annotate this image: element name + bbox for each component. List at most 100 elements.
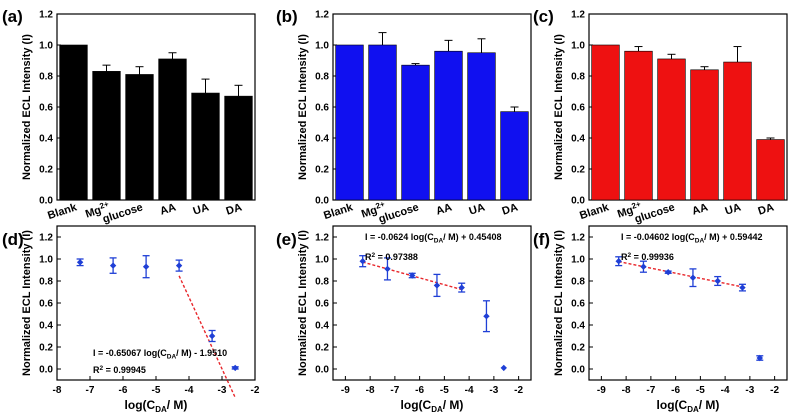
y-tick-label: 1.2 — [39, 10, 53, 21]
x-title-sub: DA — [155, 405, 167, 414]
y-tick-label: 1.0 — [571, 255, 585, 266]
y-axis-title: Normalized ECL Intensity (I) — [21, 34, 33, 180]
y-tick-label: 0.2 — [39, 165, 53, 176]
y-tick-label: 0.2 — [571, 165, 585, 176]
x-title-prefix: log(C — [401, 398, 432, 412]
y-tick-label: 0.2 — [315, 165, 329, 176]
category-main: AA — [435, 201, 454, 217]
data-point — [640, 263, 647, 270]
fit-equation: I = -0.0624 log(CDA/ M) + 0.45408 — [365, 232, 501, 245]
category-main: Mg — [84, 204, 103, 220]
bar-1 — [368, 44, 397, 201]
bar-0 — [59, 44, 88, 201]
y-tick-label: 1.2 — [315, 233, 329, 244]
category-sup: 2+ — [98, 199, 110, 210]
category-main: UA — [724, 201, 743, 217]
bar-5 — [224, 95, 253, 201]
y-tick-label: 0.4 — [315, 134, 329, 145]
panel-b: (b) Normalized ECL Intensity (I) 0.0 0.2 0.4… — [276, 7, 532, 226]
bar-2 — [125, 74, 154, 201]
bar-4 — [191, 92, 220, 201]
r-squared: R2 = 0.97388 — [365, 252, 418, 262]
y-tick-label: 0.0 — [571, 196, 585, 207]
y-axis-title: Normalized ECL Intensity (I) — [553, 34, 565, 180]
x-tick-label: -4 — [465, 385, 474, 396]
y-tick-label: 0.8 — [315, 72, 329, 83]
bar-0 — [335, 44, 364, 201]
bar-0 — [591, 44, 620, 201]
data-point — [175, 262, 183, 269]
y-tick-label: 1.0 — [571, 41, 585, 52]
x-tick-label: -5 — [440, 385, 449, 396]
r2-prefix: R — [621, 252, 628, 262]
x-tick-label: -2 — [251, 385, 260, 396]
data-point — [500, 364, 507, 372]
y-tick-label: 0.6 — [39, 299, 53, 310]
category-main: AA — [159, 201, 178, 217]
data-point — [689, 274, 697, 281]
r2-suffix: = 0.97388 — [375, 252, 418, 262]
equation-sub: DA — [695, 238, 705, 245]
equation-prefix: I = -0.04602 log(C — [621, 232, 695, 242]
y-tick-label: 0.6 — [315, 299, 329, 310]
bar-1 — [92, 71, 121, 201]
panel-e: (e) Normalized ECL Intensity (I) 0.0 0.2 0.4… — [276, 225, 532, 414]
y-tick-label: 0.0 — [39, 196, 53, 207]
x-tick-label: -3 — [489, 385, 498, 396]
bar-5 — [756, 139, 785, 201]
equation-sub: DA — [434, 238, 444, 245]
y-axis-title: Normalized ECL Intensity (I) — [297, 230, 309, 376]
data-point — [384, 265, 391, 273]
data-point — [615, 258, 622, 265]
x-tick-label: -4 — [721, 385, 730, 396]
data-point — [76, 259, 84, 266]
category-label: Mg2+ — [615, 199, 643, 220]
category-label: UA — [724, 201, 743, 217]
y-tick-label: 0.0 — [315, 365, 329, 376]
bar-3 — [434, 50, 463, 201]
category-sup: 2+ — [630, 199, 642, 210]
x-tick-label: -9 — [597, 385, 606, 396]
bar-4 — [467, 52, 496, 201]
panel-label: (e) — [276, 230, 297, 249]
r2-sup: 2 — [100, 365, 104, 372]
equation-suffix: / M) + 0.45408 — [443, 232, 501, 242]
y-tick-label: 0.6 — [315, 103, 329, 114]
x-tick-label: -3 — [745, 385, 754, 396]
category-label: Mg2+ — [83, 199, 111, 220]
category-main: Mg — [616, 204, 635, 220]
y-axis-title: Normalized ECL Intensity (I) — [553, 230, 565, 376]
category-main: DA — [757, 201, 776, 217]
y-tick-label: 0.0 — [39, 365, 53, 376]
bar-2 — [401, 64, 430, 201]
x-axis-title: log(CDA/ M) — [401, 398, 464, 414]
y-tick-label: 0.2 — [315, 343, 329, 354]
plot-frame — [332, 225, 532, 381]
y-tick-label: 0.4 — [39, 134, 53, 145]
data-point — [756, 354, 763, 362]
category-main: UA — [468, 201, 487, 217]
r2-suffix: = 0.99945 — [103, 365, 146, 375]
y-tick-label: 1.2 — [571, 10, 585, 21]
x-tick-label: -8 — [622, 385, 631, 396]
y-tick-label: 0.8 — [571, 72, 585, 83]
y-tick-label: 0.6 — [39, 103, 53, 114]
y-tick-label: 1.0 — [315, 41, 329, 52]
data-point — [109, 262, 117, 269]
data-point — [739, 284, 746, 291]
r-squared: R2 = 0.99936 — [621, 252, 674, 262]
x-title-suffix: / M) — [167, 398, 188, 412]
y-tick-label: 0.4 — [315, 321, 329, 332]
bar-3 — [158, 58, 187, 201]
data-point — [208, 332, 216, 340]
r2-sup: 2 — [628, 252, 632, 259]
category-label: DA — [225, 201, 244, 217]
x-tick-label: -9 — [341, 385, 350, 396]
fit-equation: I = -0.65067 log(CDA/ M) - 1.9510 — [93, 348, 227, 361]
r2-suffix: = 0.99936 — [631, 252, 674, 262]
panel-label: (f) — [533, 230, 550, 249]
equation-suffix: / M) + 0.59442 — [704, 232, 762, 242]
x-tick-label: -8 — [366, 385, 375, 396]
y-axis-title: Normalized ECL Intensity (I) — [21, 230, 33, 376]
